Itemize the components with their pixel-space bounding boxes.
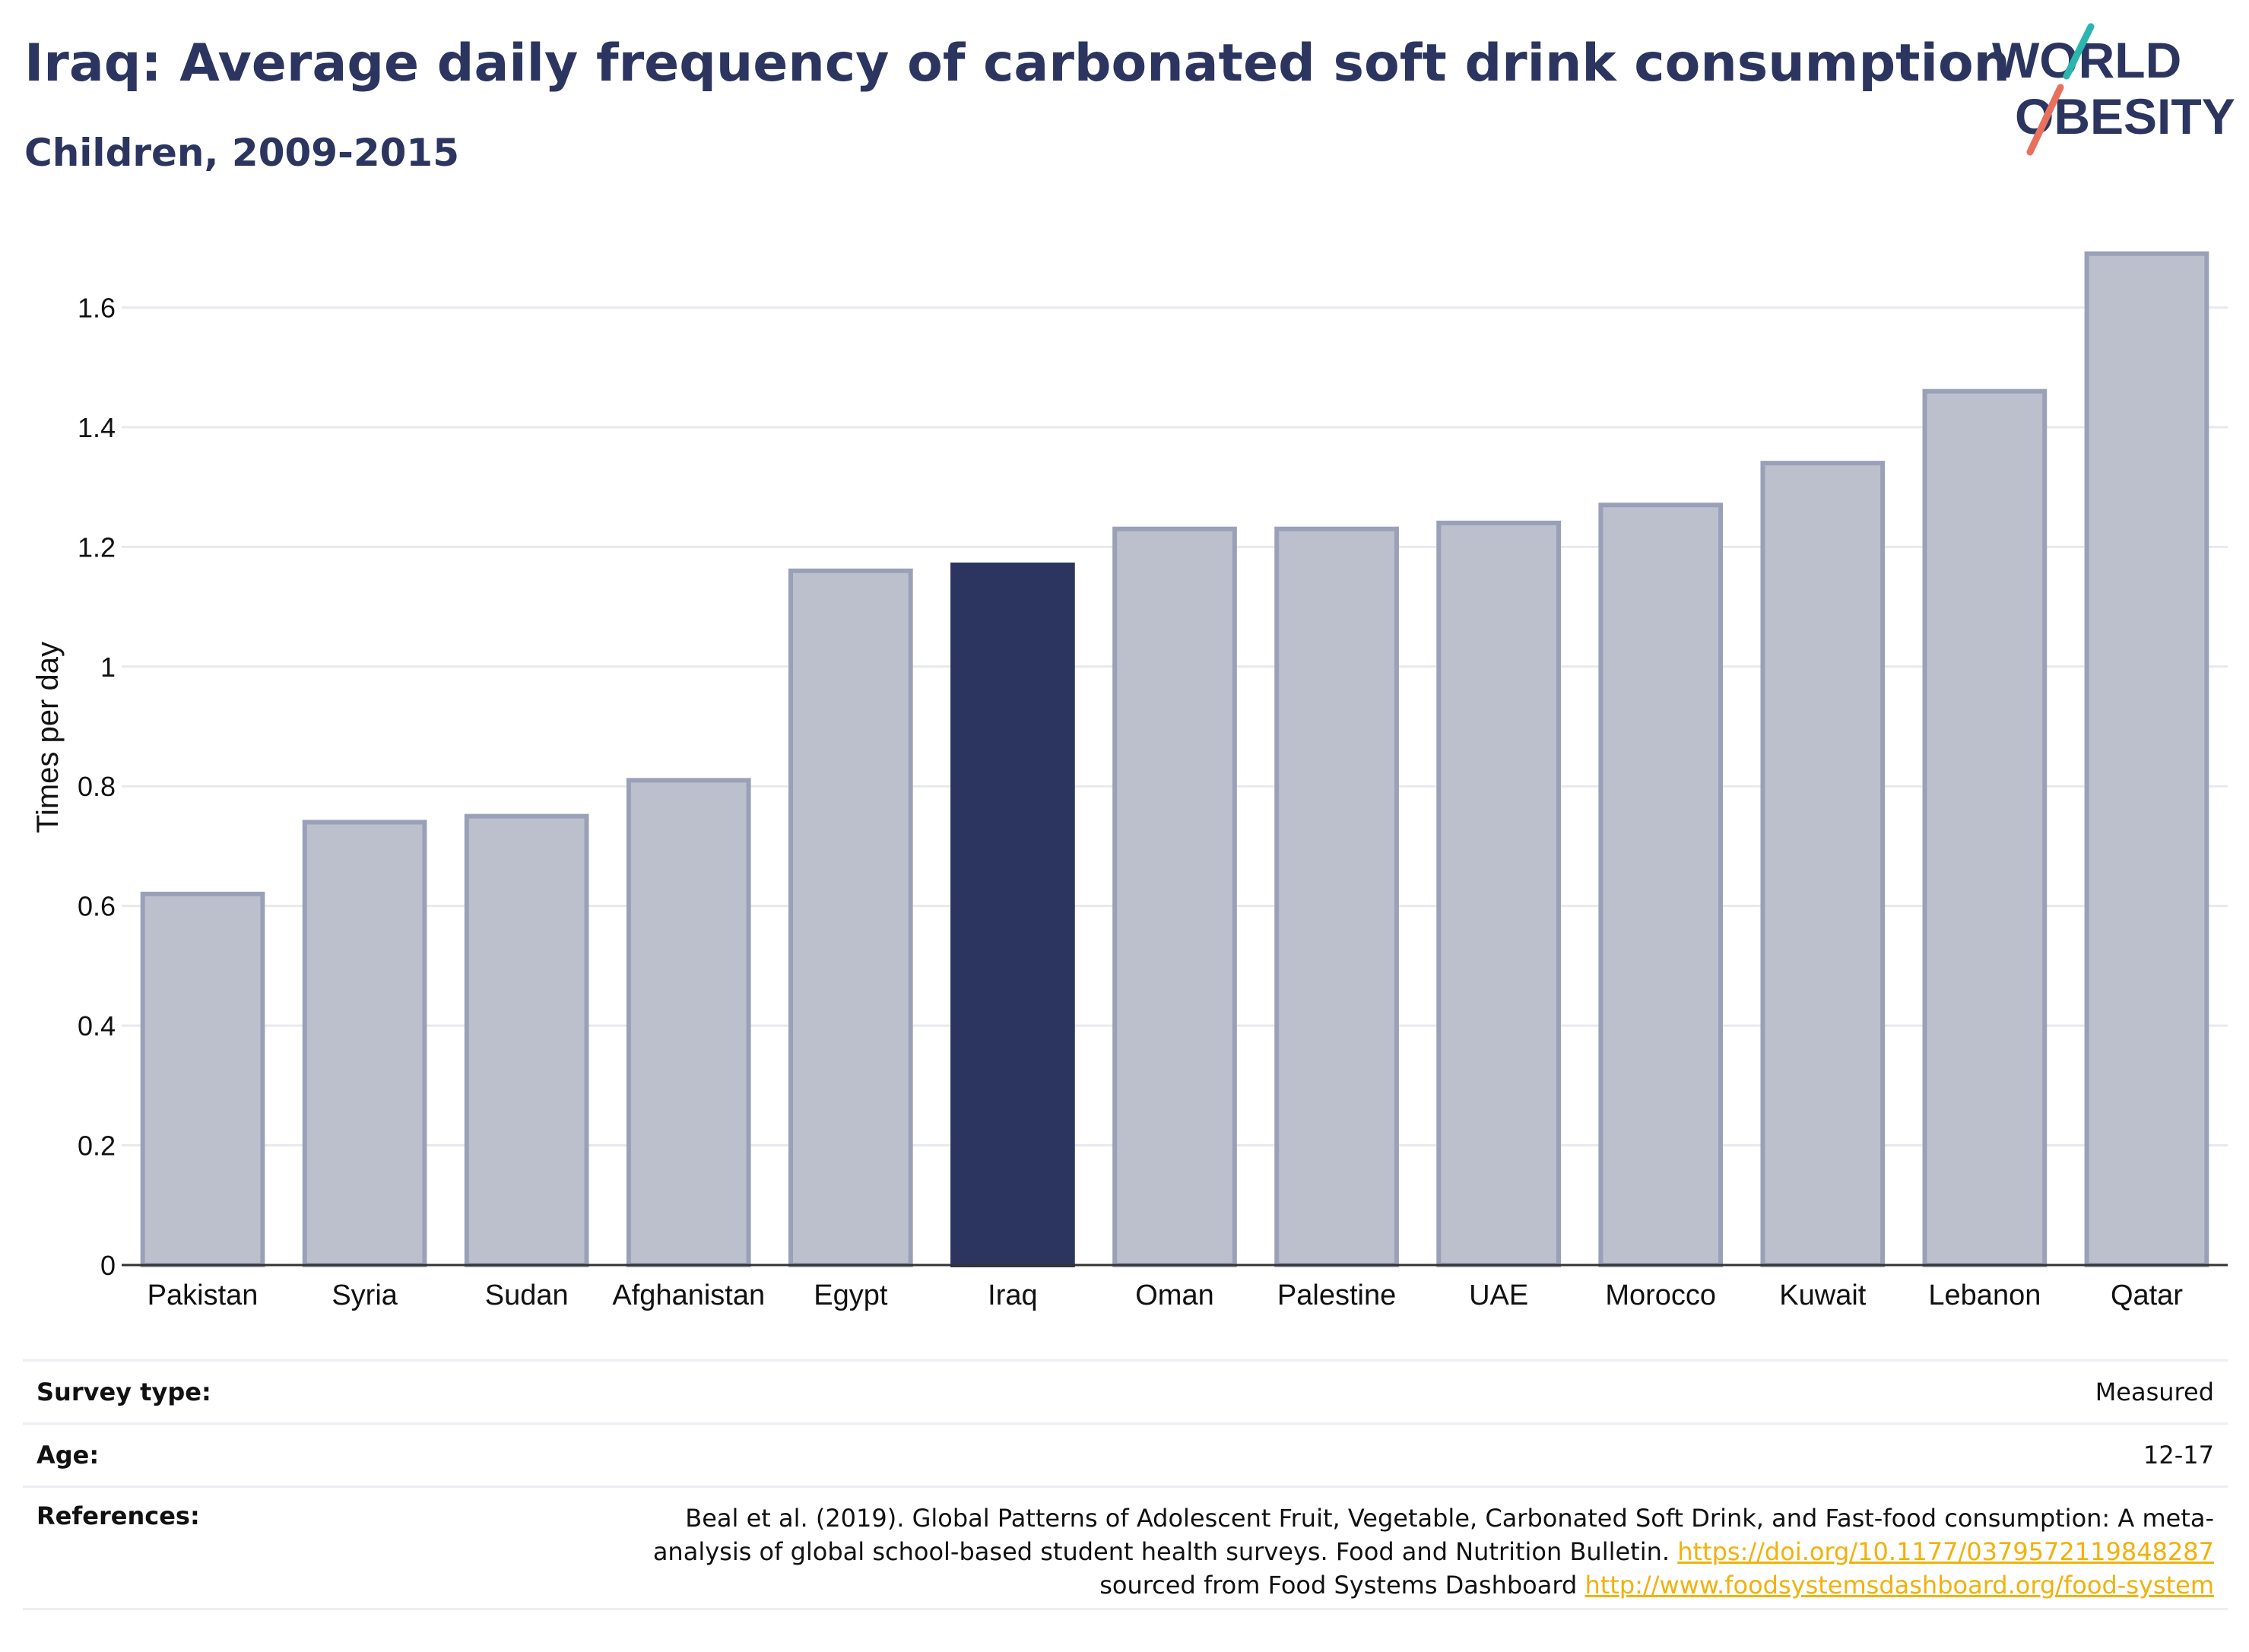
y-tick-label: 1.6: [78, 292, 116, 323]
bar-pakistan[interactable]: [140, 891, 265, 1267]
survey-type-label: Survey type:: [36, 1378, 211, 1406]
references-text: Beal et al. (2019). Global Patterns of A…: [602, 1501, 2228, 1602]
y-tick-label: 1.2: [78, 531, 116, 563]
y-axis-label: Times per day: [31, 642, 65, 833]
bar-oman[interactable]: [1112, 526, 1237, 1267]
x-tick-label: Syria: [331, 1279, 398, 1311]
bar-lebanon[interactable]: [1922, 388, 2048, 1267]
x-tick-label: Afghanistan: [612, 1279, 765, 1311]
bar-kuwait[interactable]: [1760, 461, 1886, 1267]
x-tick-label: Egypt: [814, 1279, 888, 1311]
survey-type-value: Measured: [2095, 1378, 2214, 1406]
y-tick-label: 0.2: [78, 1130, 116, 1162]
bar-syria[interactable]: [302, 820, 427, 1267]
age-row: Age: 12-17: [23, 1422, 2228, 1486]
x-tick-label: Iraq: [988, 1279, 1037, 1311]
y-tick-label: 0.8: [78, 771, 116, 802]
logo-slash-coral: [2026, 84, 2064, 156]
reference-citation: Beal et al. (2019). Global Patterns of A…: [652, 1504, 2214, 1566]
bar-sudan[interactable]: [464, 813, 589, 1267]
food-systems-link[interactable]: http://www.foodsystemsdashboard.org/food…: [1584, 1571, 2214, 1600]
x-tick-label: Sudan: [485, 1279, 569, 1311]
survey-type-row: Survey type: Measured: [23, 1359, 2228, 1422]
logo-word-obesity: OBESITY: [2015, 88, 2235, 144]
bar-morocco[interactable]: [1598, 503, 1724, 1267]
y-tick-label: 0: [100, 1250, 116, 1281]
references-row: References: Beal et al. (2019). Global P…: [23, 1486, 2228, 1610]
chart-title: Iraq: Average daily frequency of carbona…: [24, 33, 2011, 94]
x-tick-label: Morocco: [1605, 1279, 1716, 1311]
bar-chart: 0 0.2 0.4 0.6 0.8 1 1.2 1.4 1.6 Pakistan Syria Suda…: [31, 251, 2228, 1311]
age-value: 12-17: [2143, 1441, 2214, 1470]
info-table: Survey type: Measured Age: 12-17 Referen…: [23, 1359, 2228, 1610]
bar-egypt[interactable]: [788, 568, 913, 1267]
x-tick-label: Lebanon: [1928, 1279, 2041, 1311]
doi-link[interactable]: https://doi.org/10.1177/0379572119848287: [1677, 1537, 2214, 1566]
bar-iraq[interactable]: [950, 562, 1075, 1267]
age-label: Age:: [36, 1441, 100, 1470]
y-tick-label: 0.6: [78, 891, 116, 922]
world-obesity-logo: WORLD OBESITY: [1992, 23, 2235, 156]
y-tick-label: 1: [100, 652, 116, 683]
bar-qatar[interactable]: [2084, 251, 2209, 1267]
bars: [140, 251, 2209, 1267]
logo-slash-teal: [2063, 23, 2095, 80]
chart-subtitle: Children, 2009-2015: [24, 131, 459, 175]
reference-source: sourced from Food Systems Dashboard: [1099, 1571, 1585, 1600]
y-tick-label: 1.4: [78, 412, 116, 443]
x-tick-label: Pakistan: [148, 1279, 259, 1311]
x-tick-label: UAE: [1469, 1279, 1528, 1311]
x-tick-label: Qatar: [2111, 1279, 2183, 1311]
y-tick-label: 0.4: [78, 1010, 116, 1042]
references-label: References:: [36, 1501, 200, 1530]
bar-afghanistan[interactable]: [626, 778, 751, 1267]
axes: 0 0.2 0.4 0.6 0.8 1 1.2 1.4 1.6 Pakistan Syria Suda…: [78, 292, 2228, 1311]
x-tick-label: Oman: [1135, 1279, 1213, 1311]
bar-uae[interactable]: [1436, 520, 1561, 1267]
x-tick-label: Palestine: [1277, 1279, 1396, 1311]
x-tick-label: Kuwait: [1779, 1279, 1866, 1311]
bar-palestine[interactable]: [1274, 526, 1399, 1267]
